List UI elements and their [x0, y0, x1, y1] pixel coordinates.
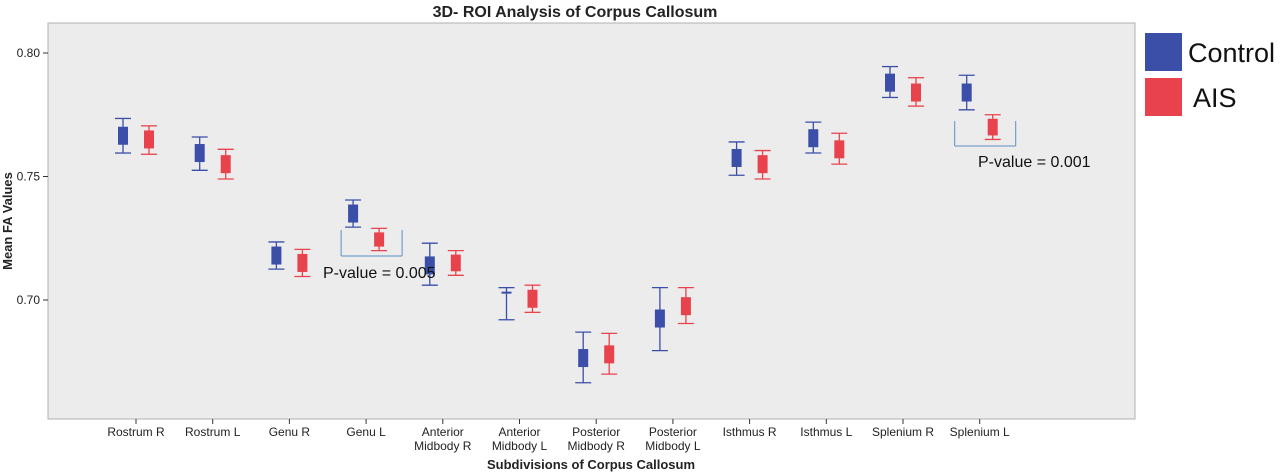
mean-marker — [604, 345, 615, 364]
mean-marker — [654, 309, 665, 328]
mean-marker — [297, 253, 308, 272]
errorbar-ais-11 — [984, 114, 1001, 141]
x-tick-label: Posterior — [572, 425, 620, 439]
errorbar-control-1 — [191, 136, 208, 171]
x-tick-label: Genu L — [346, 425, 386, 439]
mean-marker — [987, 118, 998, 136]
y-tick-label: 0.80 — [17, 46, 41, 60]
x-tick-label: Midbody L — [492, 439, 548, 453]
x-tick-label: Rostrum L — [185, 425, 241, 439]
mean-marker — [194, 144, 205, 163]
mean-marker — [578, 349, 589, 368]
errorbar-control-11 — [958, 74, 975, 111]
plot-area — [47, 22, 1136, 420]
mean-marker — [348, 204, 359, 223]
legend-swatch-ais — [1145, 78, 1182, 116]
x-tick-label: Midbody R — [568, 439, 626, 453]
errorbar-ais-9 — [831, 132, 848, 165]
x-tick-label: Midbody R — [414, 439, 472, 453]
y-axis-title: Mean FA Values — [0, 172, 15, 270]
p-value-label: P-value = 0.005 — [323, 265, 436, 282]
x-tick-label: Midbody L — [645, 439, 701, 453]
errorbar-ais-0 — [141, 125, 157, 155]
errorbar-ais-7 — [677, 286, 694, 325]
errorbar-control-9 — [805, 121, 822, 154]
errorbar-ais-6 — [601, 332, 618, 375]
mean-marker — [834, 140, 845, 159]
x-tick-label: Rostrum R — [107, 425, 165, 439]
errorbar-control-6 — [575, 331, 592, 384]
legend-label-control: Control — [1188, 38, 1275, 68]
mean-marker — [808, 129, 819, 148]
errorbar-ais-5 — [524, 284, 541, 314]
x-tick-label: Splenium R — [872, 425, 934, 439]
mean-marker — [450, 254, 461, 272]
mean-marker — [961, 83, 972, 102]
mean-marker — [911, 83, 921, 102]
y-tick-label: 0.70 — [17, 293, 41, 307]
mean-marker — [731, 148, 742, 167]
mean-marker — [424, 256, 435, 275]
legend: Control AIS — [1145, 33, 1275, 116]
mean-marker — [220, 155, 231, 174]
legend-label-ais: AIS — [1193, 83, 1237, 113]
chart-title: 3D- ROI Analysis of Corpus Callosum — [433, 4, 718, 21]
significance-bracket — [340, 230, 403, 257]
y-tick-label: 0.75 — [17, 170, 41, 184]
p-value-label: P-value = 0.001 — [978, 154, 1091, 171]
errorbar-ais-1 — [217, 148, 234, 180]
mean-marker — [501, 291, 512, 294]
x-tick-label: Isthmus R — [723, 425, 777, 439]
errorbar-control-0 — [115, 117, 131, 154]
errorbar-control-10 — [882, 65, 898, 99]
mean-marker — [885, 73, 895, 92]
x-axis-title: Subdivisions of Corpus Callosum — [487, 457, 695, 472]
mean-marker — [271, 246, 282, 265]
errorbar-control-8 — [728, 141, 745, 176]
annotations: P-value = 0.005 P-value = 0.001 — [323, 121, 1091, 282]
significance-bracket — [954, 121, 1017, 147]
errorbar-ais-4 — [447, 249, 464, 276]
mean-marker — [144, 130, 154, 149]
chart-marks — [115, 65, 1001, 384]
errorbar-control-3 — [345, 199, 362, 228]
x-tick-label: Splenium L — [950, 425, 1010, 439]
errorbar-ais-8 — [754, 149, 771, 180]
mean-marker — [527, 289, 538, 308]
errorbar-ais-2 — [294, 248, 311, 278]
errorbar-control-2 — [268, 241, 285, 270]
x-tick-label: Anterior — [422, 425, 464, 439]
x-tick-label: Anterior — [498, 425, 540, 439]
errorbar-control-5 — [498, 286, 515, 321]
x-tick-label: Genu R — [269, 425, 311, 439]
mean-marker — [757, 155, 768, 174]
x-tick-label: Isthmus L — [800, 425, 852, 439]
mean-marker — [374, 232, 385, 247]
mean-marker — [118, 126, 128, 145]
errorbar-control-4 — [421, 242, 438, 286]
errorbar-ais-3 — [371, 227, 388, 252]
x-axis: Rostrum R Rostrum L Genu R Genu L AnteriorMi… — [107, 419, 1010, 453]
x-tick-label: Posterior — [649, 425, 697, 439]
errorbar-ais-10 — [908, 77, 924, 107]
errorbar-control-7 — [651, 286, 668, 352]
y-axis: 0.70 0.75 0.80 — [17, 46, 48, 307]
legend-swatch-control — [1145, 33, 1182, 71]
mean-marker — [680, 297, 691, 316]
